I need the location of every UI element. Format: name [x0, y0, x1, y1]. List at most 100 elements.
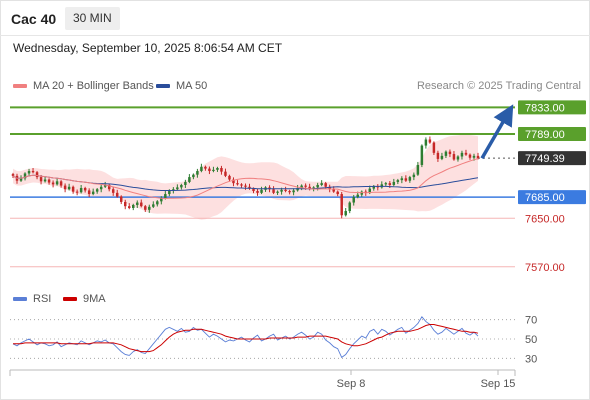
legend-ma9: 9MA — [63, 293, 106, 305]
level-label-7749-39: 7749.39 — [525, 153, 565, 165]
level-badge-7833-00 — [518, 100, 586, 115]
header-bar: Cac 40 30 MIN — [0, 0, 590, 36]
rsi-tick-label-50: 50 — [525, 334, 537, 346]
candle-body — [344, 211, 347, 216]
candle-body — [236, 183, 239, 185]
candle-body — [27, 171, 31, 174]
datetime-label: Wednesday, September 10, 2025 8:06:54 AM… — [13, 41, 283, 55]
candle-body — [208, 168, 211, 172]
candle-body — [352, 197, 355, 203]
candle-body — [95, 189, 99, 192]
candle-body — [35, 172, 39, 178]
candle-body — [11, 174, 15, 176]
candle-body — [160, 198, 163, 202]
candle-body — [416, 164, 420, 175]
candle-body — [292, 190, 295, 193]
candle-body — [412, 174, 416, 178]
candle-body — [464, 152, 468, 155]
candle-body — [316, 184, 319, 188]
candle-body — [452, 154, 456, 160]
ma50-swatch-icon — [156, 84, 170, 88]
candle-body — [284, 189, 287, 192]
candle-body — [140, 202, 143, 207]
candle-body — [408, 177, 412, 181]
candle-body — [272, 189, 275, 193]
candle-body — [71, 186, 75, 192]
candle-body — [184, 181, 187, 185]
candle-body — [128, 206, 131, 208]
candle-body — [188, 177, 191, 182]
symbol-title: Cac 40 — [11, 11, 57, 27]
candle-body — [436, 152, 440, 159]
level-label-7833-00: 7833.00 — [525, 102, 565, 114]
candle-body — [212, 169, 215, 172]
candle-body — [388, 183, 392, 185]
candle-body — [400, 178, 404, 181]
candle-body — [320, 183, 323, 185]
candle-body — [324, 183, 327, 187]
candle-body — [79, 188, 83, 193]
interval-badge[interactable]: 30 MIN — [65, 7, 120, 30]
candle-body — [424, 139, 428, 146]
candle-body — [115, 192, 119, 197]
candle-body — [164, 194, 167, 199]
level-badge-7749-39 — [518, 151, 586, 166]
candle-body — [59, 181, 63, 186]
candle-body — [156, 201, 159, 205]
candle-body — [440, 155, 444, 159]
candle-body — [392, 181, 396, 185]
level-label-7789-00: 7789.00 — [525, 129, 565, 141]
level-label-7650-00: 7650.00 — [525, 213, 565, 225]
candle-body — [360, 191, 363, 195]
candle-body — [456, 156, 460, 160]
ma9-swatch-icon — [63, 297, 77, 301]
candle-body — [368, 188, 372, 193]
candle-body — [23, 173, 27, 179]
level-badge-7789-00 — [518, 127, 586, 142]
candle-body — [152, 204, 155, 207]
legend-ma9-label: 9MA — [83, 293, 106, 305]
candle-body — [432, 142, 436, 153]
candle-body — [348, 202, 351, 212]
level-label-7570-00: 7570.00 — [525, 262, 565, 274]
rsi-tick-label-70: 70 — [525, 315, 537, 327]
legend-ma20: MA 20 + Bollinger Bands — [13, 80, 154, 92]
candle-body — [404, 178, 408, 181]
candle-body — [91, 191, 95, 195]
legend-ma50: MA 50 — [156, 80, 207, 92]
candle-body — [248, 186, 251, 189]
ma20-line — [12, 158, 479, 200]
legend-ma50-label: MA 50 — [176, 80, 208, 92]
forecast-arrow-icon — [480, 104, 514, 160]
candle-body — [380, 184, 384, 188]
candle-body — [19, 178, 23, 181]
rsi-line — [12, 316, 479, 359]
candle-body — [328, 186, 331, 190]
candle-body — [144, 206, 147, 210]
candle-body — [55, 181, 59, 185]
candle-body — [87, 190, 91, 195]
candle-body — [476, 155, 480, 159]
candle-body — [420, 145, 424, 165]
candle-body — [232, 179, 235, 184]
candle-body — [83, 188, 87, 191]
candle-body — [300, 185, 303, 188]
candle-body — [240, 184, 243, 186]
candle-body — [168, 190, 171, 195]
legend-rsi: RSI — [13, 293, 51, 305]
level-label-7685-00: 7685.00 — [525, 192, 565, 204]
source-label: Research © 2025 Trading Central — [416, 80, 581, 92]
candle-body — [244, 185, 247, 187]
candle-body — [43, 179, 47, 182]
candle-body — [468, 154, 472, 158]
candle-body — [180, 184, 183, 188]
candle-body — [220, 168, 223, 172]
legend-rsi-label: RSI — [33, 293, 52, 305]
candle-body — [428, 139, 432, 143]
candle-body — [136, 202, 139, 205]
candle-body — [67, 186, 71, 190]
candle-body — [276, 191, 279, 193]
candle-body — [192, 174, 195, 178]
candle-body — [228, 175, 231, 180]
candle-body — [260, 189, 263, 193]
